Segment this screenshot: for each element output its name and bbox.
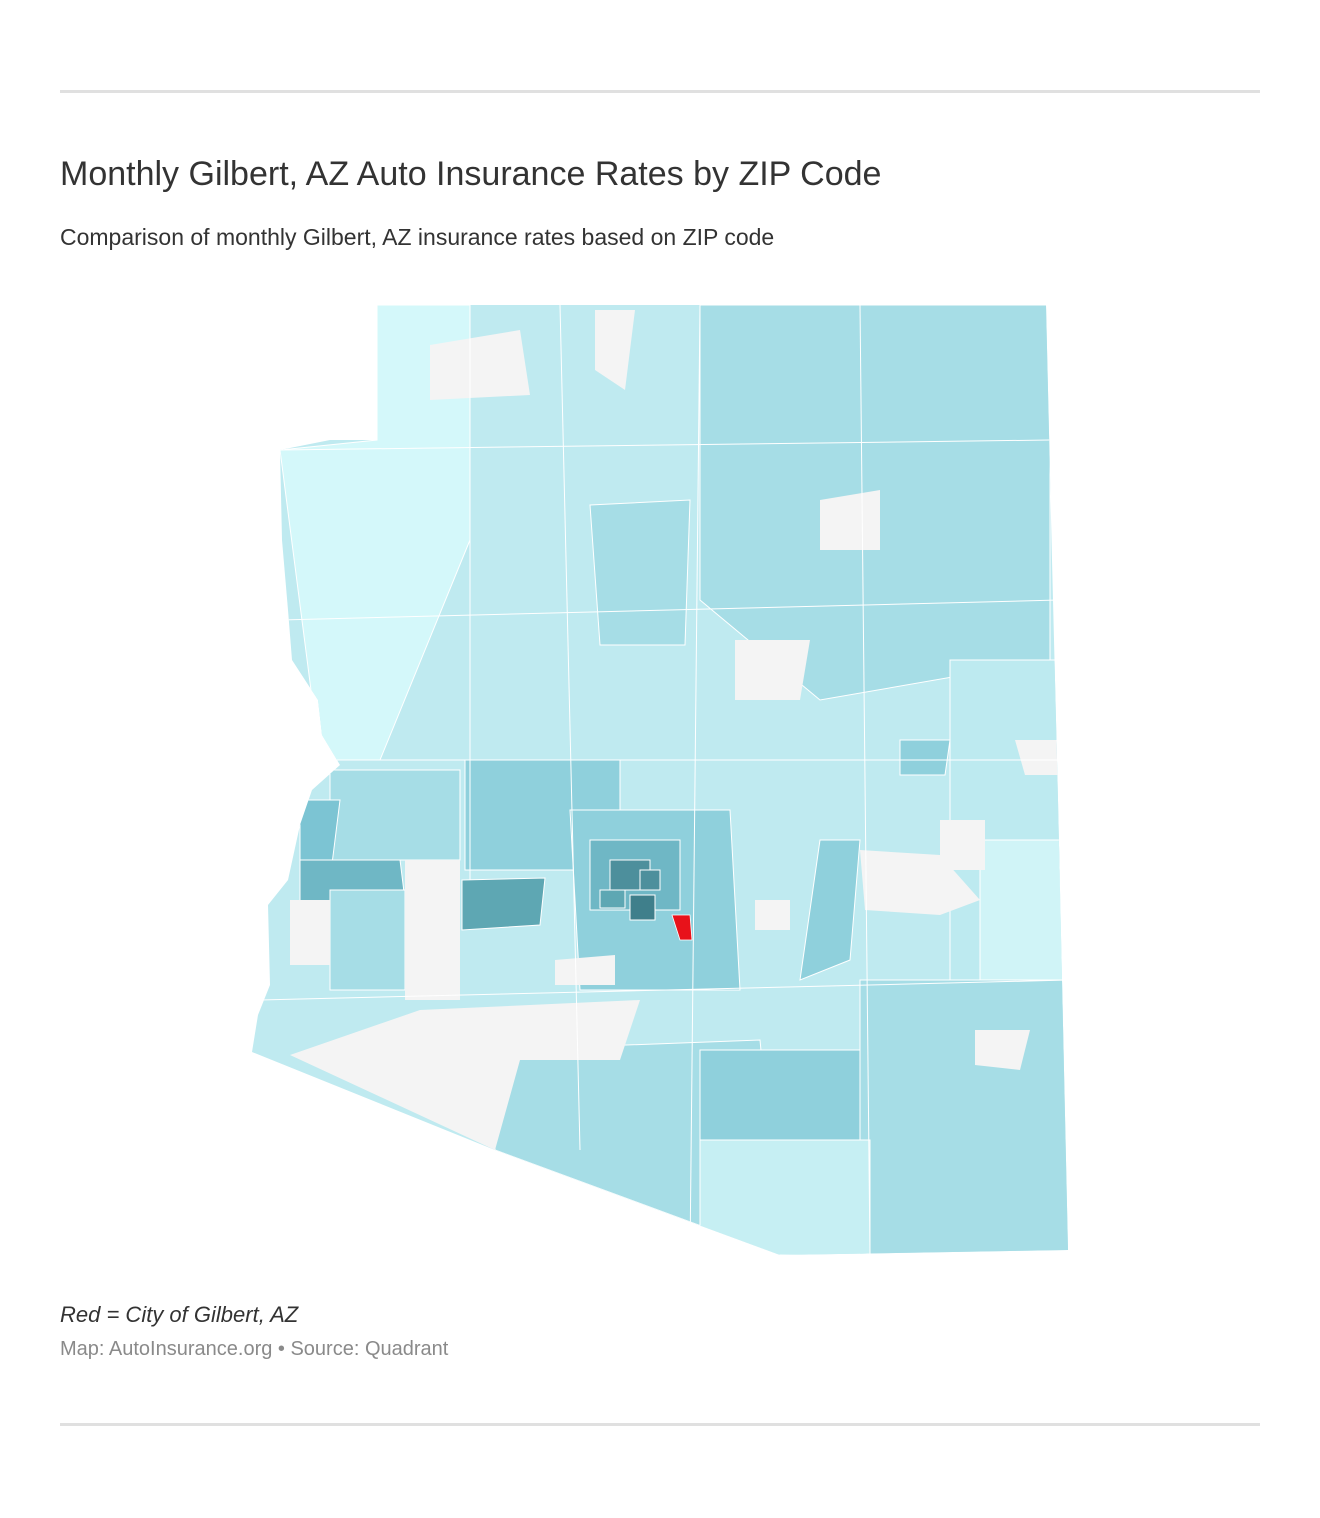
zip-region <box>329 889 406 991</box>
unpopulated-area <box>595 310 635 390</box>
legend-note: Red = City of Gilbert, AZ <box>60 1302 299 1327</box>
map <box>252 305 1068 1255</box>
zip-regions <box>252 305 1068 1255</box>
unpopulated-area <box>290 1000 640 1150</box>
unpopulated-area <box>290 900 330 965</box>
zip-region <box>589 499 691 646</box>
unpopulated-area <box>1015 740 1058 775</box>
unpopulated-area <box>430 330 530 400</box>
zip-region <box>629 894 656 921</box>
bottom-rule <box>60 1423 1260 1426</box>
zip-region <box>329 769 461 861</box>
gilbert-zip <box>671 914 693 941</box>
top-rule <box>60 90 1260 93</box>
title: Monthly Gilbert, AZ Auto Insurance Rates… <box>60 155 882 193</box>
zip-border <box>689 305 701 1255</box>
zip-border <box>259 979 1068 1001</box>
zip-region <box>461 877 546 931</box>
subtitle: Comparison of monthly Gilbert, AZ insura… <box>60 224 775 250</box>
zip-region <box>699 1049 861 1141</box>
zip-region <box>599 889 626 909</box>
zip-region <box>899 739 951 776</box>
source: Map: AutoInsurance.org • Source: Quadran… <box>60 1338 449 1360</box>
zip-region <box>639 869 661 891</box>
unpopulated-area <box>755 900 790 930</box>
unpopulated-area <box>555 955 615 985</box>
zip-border <box>859 305 871 1255</box>
zip-border <box>279 599 1061 621</box>
zip-border <box>279 439 1051 451</box>
unpopulated-area <box>405 860 460 1000</box>
unpopulated-area <box>975 1030 1030 1070</box>
zip-region <box>699 1139 871 1255</box>
zip-region <box>799 839 861 981</box>
unpopulated-area <box>735 640 810 700</box>
unpopulated-area <box>940 820 985 870</box>
zip-region <box>859 979 1068 1255</box>
unpopulated-area <box>820 490 880 550</box>
